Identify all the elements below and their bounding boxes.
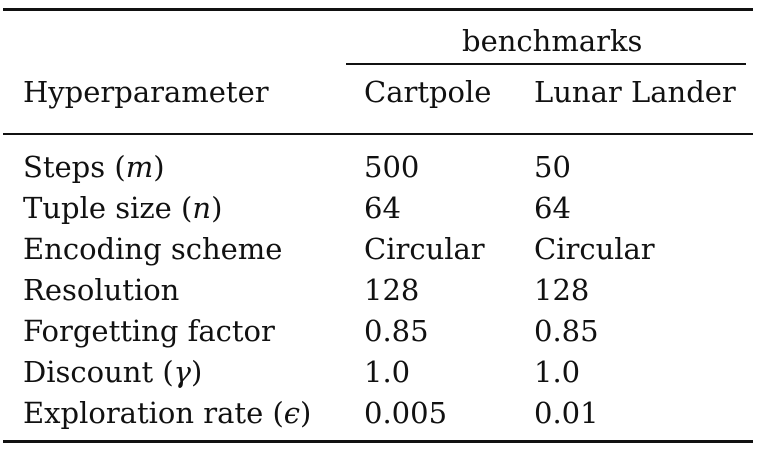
lunar-lander-value: 64 <box>534 191 571 225</box>
table-row-tuple-size: Tuple size (n) 64 64 <box>3 188 753 229</box>
column-header-hyperparameter: Hyperparameter <box>23 75 269 109</box>
header-rule <box>3 133 753 135</box>
column-header-cartpole: Cartpole <box>364 75 492 109</box>
lunar-lander-value: 128 <box>534 273 590 307</box>
row-label: Tuple size (n) <box>23 191 223 225</box>
row-label: Forgetting factor <box>23 314 275 348</box>
table-row-resolution: Resolution 128 128 <box>3 270 753 311</box>
lunar-lander-value: 0.01 <box>534 396 599 430</box>
row-label: Resolution <box>23 273 180 307</box>
cartpole-value: 128 <box>364 273 420 307</box>
cartpole-value: Circular <box>364 232 485 266</box>
table-row-forgetting-factor: Forgetting factor 0.85 0.85 <box>3 311 753 352</box>
lunar-lander-value: 0.85 <box>534 314 599 348</box>
hyperparameter-table: benchmarks Hyperparameter Cartpole Lunar… <box>3 8 753 443</box>
row-label: Encoding scheme <box>23 232 283 266</box>
cartpole-value: 0.005 <box>364 396 448 430</box>
lunar-lander-value: 50 <box>534 150 571 184</box>
row-label: Exploration rate (ϵ) <box>23 396 312 430</box>
table-row-discount: Discount (γ) 1.0 1.0 <box>3 352 753 393</box>
column-header-row: Hyperparameter Cartpole Lunar Lander <box>3 65 753 133</box>
cartpole-value: 0.85 <box>364 314 429 348</box>
lunar-lander-value: Circular <box>534 232 655 266</box>
cartpole-value: 1.0 <box>364 355 411 389</box>
table-row-encoding-scheme: Encoding scheme Circular Circular <box>3 229 753 270</box>
column-header-lunar-lander: Lunar Lander <box>534 75 736 109</box>
top-rule <box>3 8 753 11</box>
bottom-rule <box>3 440 753 443</box>
cartpole-value: 64 <box>364 191 401 225</box>
row-label: Discount (γ) <box>23 355 203 389</box>
group-header-row: benchmarks <box>3 11 753 65</box>
cartpole-value: 500 <box>364 150 420 184</box>
table-row-steps: Steps (m) 500 50 <box>3 147 753 188</box>
table-row-exploration-rate: Exploration rate (ϵ) 0.005 0.01 <box>3 393 753 434</box>
lunar-lander-value: 1.0 <box>534 355 581 389</box>
benchmarks-group-header: benchmarks <box>462 24 643 58</box>
benchmarks-midrule <box>346 63 746 65</box>
row-label: Steps (m) <box>23 150 165 184</box>
